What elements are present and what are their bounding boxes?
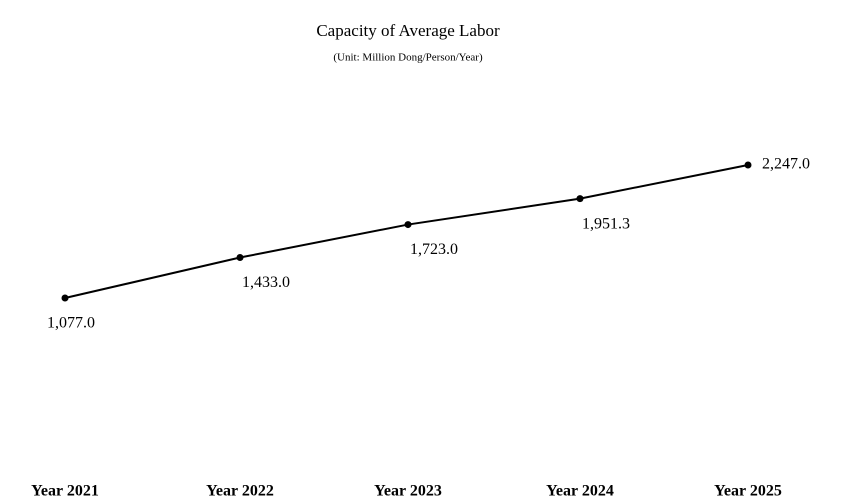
- x-tick-label: Year 2021: [31, 483, 99, 500]
- x-tick-label: Year 2022: [206, 483, 274, 500]
- point: [61, 294, 69, 302]
- chart-title: Capacity of Average Labor: [316, 21, 500, 40]
- line: [64, 164, 749, 299]
- point: [404, 221, 412, 229]
- point: [236, 254, 244, 262]
- point: [744, 161, 752, 169]
- data-label: 2,247.0: [762, 156, 810, 173]
- data-label: 1,951.3: [582, 215, 630, 232]
- x-tick-label: Year 2025: [714, 483, 782, 500]
- x-tick-label: Year 2024: [546, 483, 614, 500]
- data-label: 1,077.0: [47, 315, 95, 332]
- point: [576, 195, 584, 203]
- chart-subtitle: (Unit: Million Dong/Person/Year): [333, 52, 483, 64]
- data-label: 1,723.0: [410, 241, 458, 258]
- x-tick-label: Year 2023: [374, 483, 442, 500]
- data-label: 1,433.0: [242, 274, 290, 291]
